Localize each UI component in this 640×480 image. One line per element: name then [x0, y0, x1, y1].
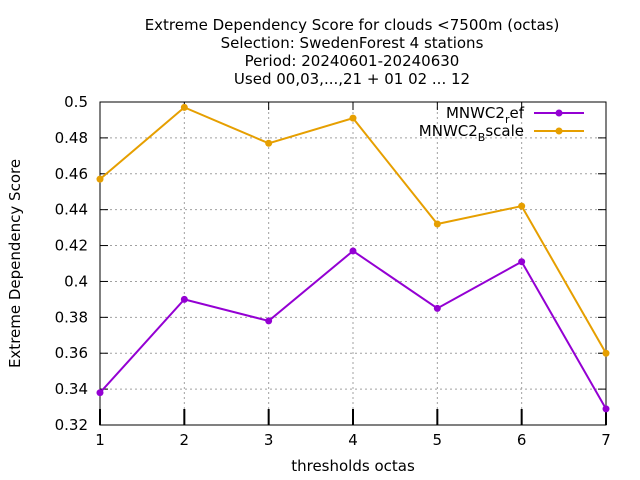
grid	[100, 102, 606, 425]
y-tick-label: 0.5	[64, 93, 88, 111]
data-point	[602, 405, 610, 413]
data-point	[602, 349, 610, 357]
y-tick-label: 0.48	[55, 129, 88, 147]
y-axis-label: Extreme Dependency Score	[6, 159, 24, 368]
series-lines	[96, 103, 610, 413]
x-tick-label: 5	[433, 431, 443, 449]
x-tick-label: 3	[264, 431, 274, 449]
y-tick-label: 0.44	[55, 201, 88, 219]
data-point	[518, 258, 526, 266]
data-point	[180, 295, 188, 303]
data-point	[349, 247, 357, 255]
x-tick-label: 6	[517, 431, 527, 449]
data-point	[96, 389, 104, 397]
data-point	[265, 139, 273, 147]
data-point	[265, 317, 273, 325]
data-point	[180, 103, 188, 111]
y-tick-label: 0.42	[55, 237, 88, 255]
y-tick-label: 0.4	[64, 272, 88, 290]
title-line-4: Used 00,03,...,21 + 01 02 ... 12	[234, 70, 470, 88]
legend-label-2: MNWC2Bscale	[419, 122, 524, 144]
y-tick-label: 0.46	[55, 165, 88, 183]
legend-label-1: MNWC2ref	[446, 104, 525, 126]
title-line-2: Selection: SwedenForest 4 stations	[221, 34, 484, 52]
data-point	[518, 202, 526, 210]
series-line-1	[99, 249, 607, 410]
x-tick-label: 7	[601, 431, 611, 449]
legend-marker	[555, 127, 563, 135]
title-line-1: Extreme Dependency Score for clouds <750…	[145, 16, 560, 34]
title-line-3: Period: 20240601-20240630	[245, 52, 460, 70]
x-tick-label: 1	[95, 431, 105, 449]
x-axis-label: thresholds octas	[291, 457, 415, 475]
data-point	[96, 175, 104, 183]
data-point	[433, 220, 441, 228]
series-line-2	[99, 106, 607, 354]
x-tick-label: 2	[180, 431, 190, 449]
data-point	[433, 304, 441, 312]
axis-ticks: 0.32 0.34 0.36 0.38 0.4 0.42 0.44 0.46 0.48 0.5 1 2…	[55, 93, 611, 449]
chart-title: Extreme Dependency Score for clouds <750…	[145, 16, 560, 88]
data-point	[349, 114, 357, 122]
x-tick-label: 4	[348, 431, 358, 449]
y-tick-label: 0.38	[55, 308, 88, 326]
y-tick-label: 0.32	[55, 416, 88, 434]
legend-marker	[555, 109, 563, 117]
y-tick-label: 0.36	[55, 344, 88, 362]
y-tick-label: 0.34	[55, 380, 88, 398]
